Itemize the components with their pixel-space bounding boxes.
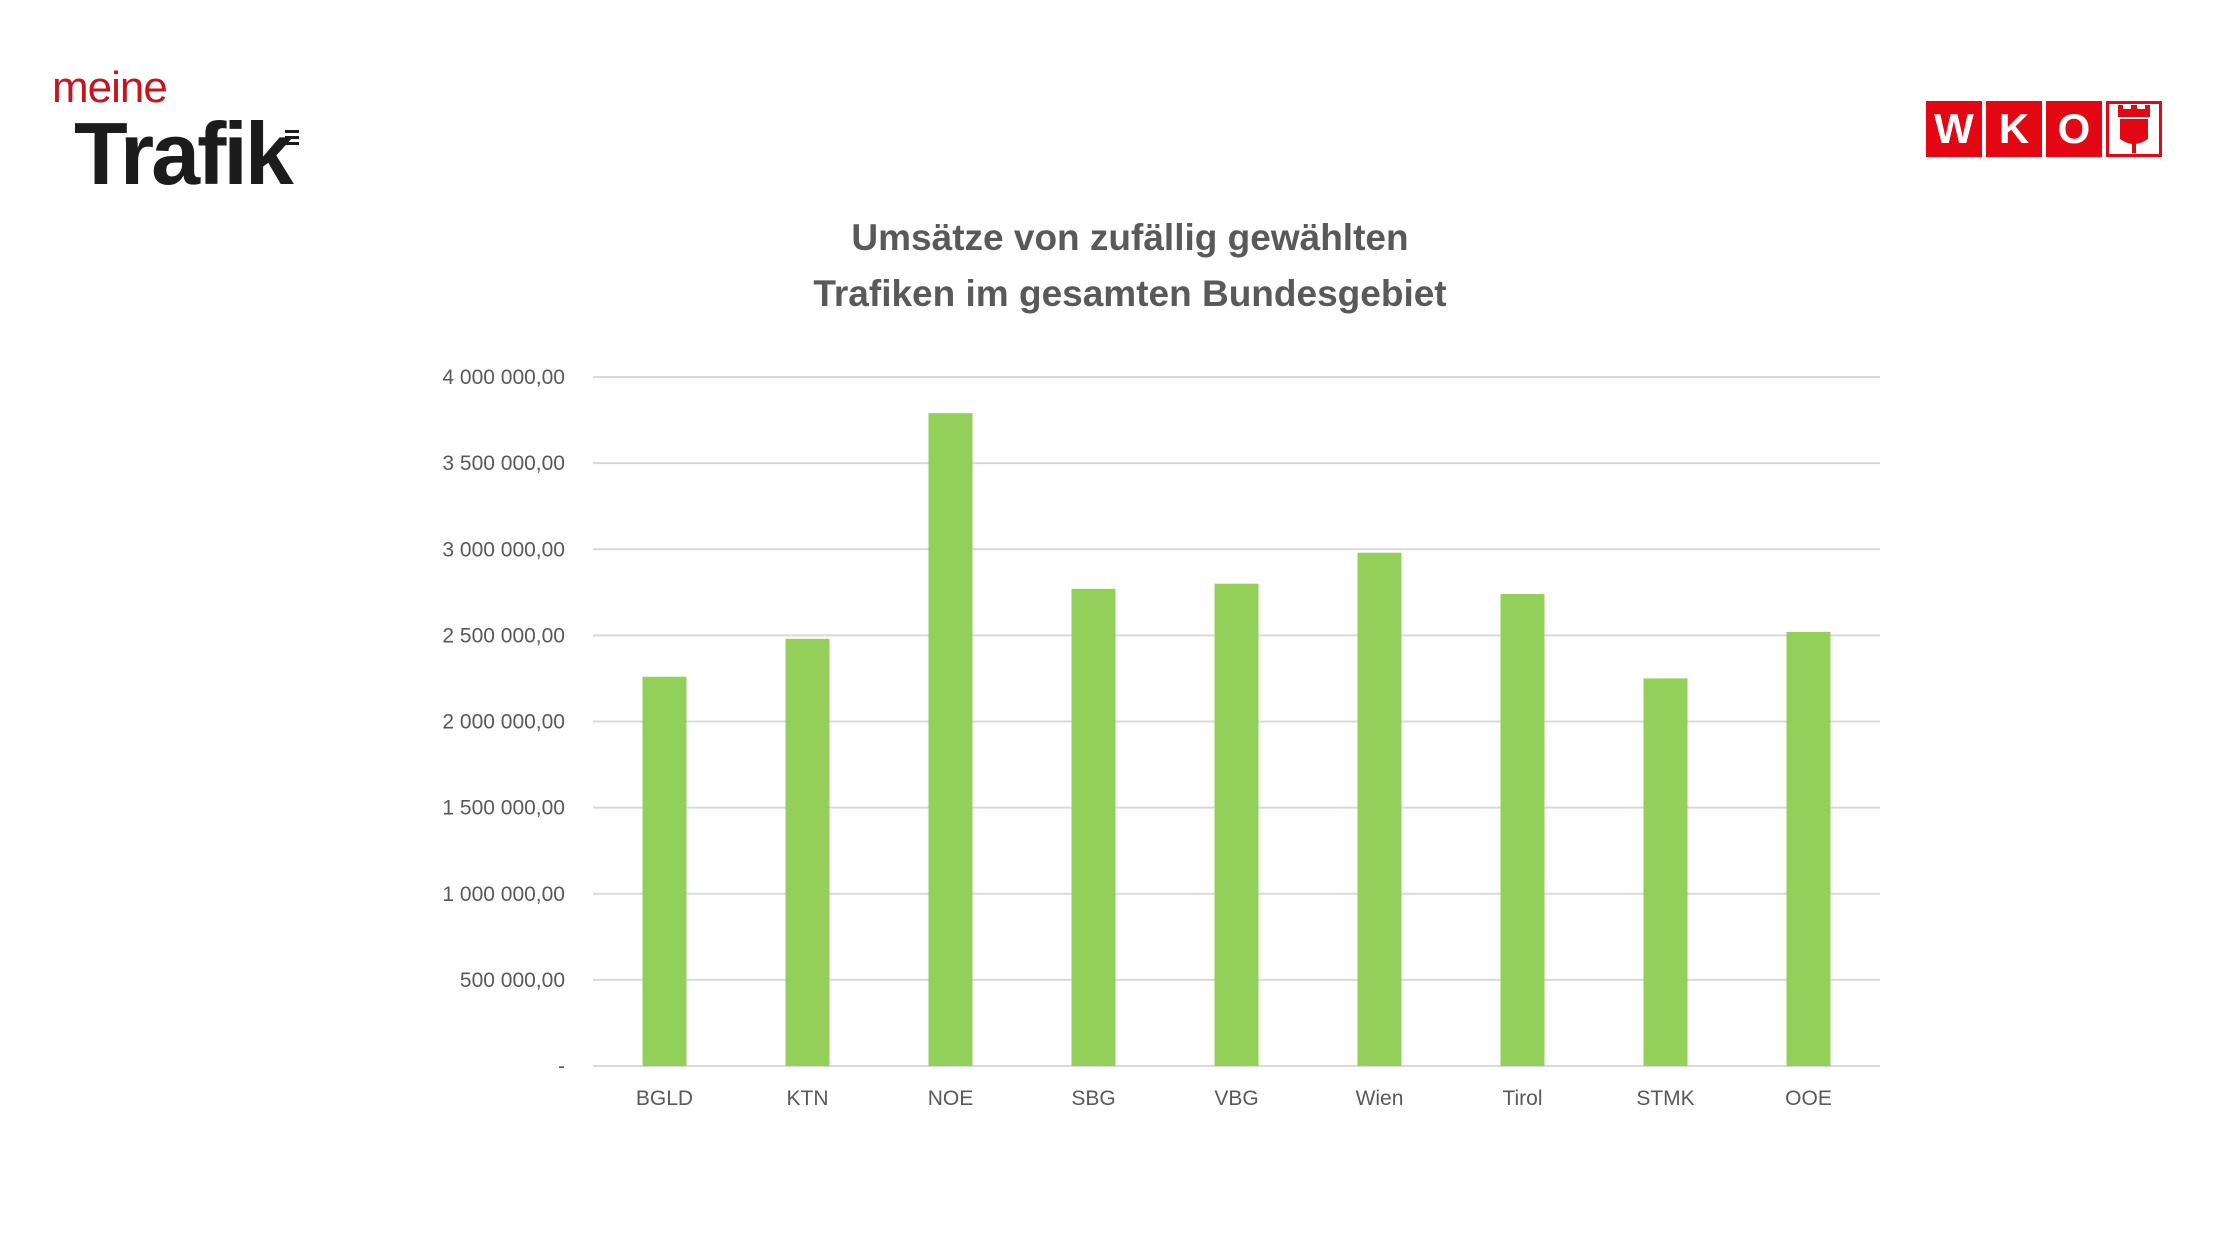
bar [642,676,687,1066]
chart-title: Umsätze von zufällig gewählten Trafiken … [700,210,1560,322]
y-tick-label: 3 000 000,00 [442,538,565,561]
bar [1357,552,1402,1066]
bar [1071,588,1116,1066]
bar [1214,583,1259,1066]
coat-of-arms-icon [2106,101,2162,157]
y-tick-label: 4 000 000,00 [442,366,565,389]
y-tick-label: - [558,1055,565,1078]
x-tick-label: STMK [1636,1087,1694,1110]
y-tick-label: 2 000 000,00 [442,711,565,734]
logo-line-trafik: Trafik [74,104,294,203]
y-tick-label: 500 000,00 [460,969,565,992]
x-tick-label: NOE [928,1087,974,1110]
x-tick-label: Wien [1356,1087,1404,1110]
bar [1643,678,1688,1066]
logo-bars-icon [285,130,299,148]
wko-letter-o: O [2046,101,2102,157]
meine-trafik-logo: meine Trafik [52,63,352,203]
x-tick-label: BGLD [636,1087,693,1110]
x-tick-label: SBG [1071,1087,1115,1110]
bar [928,413,973,1066]
x-tick-label: KTN [787,1087,829,1110]
bar [1500,594,1545,1066]
bar [1786,631,1831,1066]
y-tick-label: 1 500 000,00 [442,797,565,820]
y-tick-label: 3 500 000,00 [442,452,565,475]
logo-line-meine: meine [52,63,168,112]
wko-logo: W K O [1926,101,2162,157]
chart-title-line-2: Trafiken im gesamten Bundesgebiet [813,273,1447,314]
x-tick-label: OOE [1785,1087,1832,1110]
y-tick-label: 2 500 000,00 [442,624,565,647]
x-tick-label: VBG [1214,1087,1258,1110]
x-tick-label: Tirol [1502,1087,1542,1110]
bar [785,638,830,1066]
wko-letter-k: K [1986,101,2042,157]
wko-letter-w: W [1926,101,1982,157]
y-tick-label: 1 000 000,00 [442,883,565,906]
chart-title-line-1: Umsätze von zufällig gewählten [851,217,1409,258]
